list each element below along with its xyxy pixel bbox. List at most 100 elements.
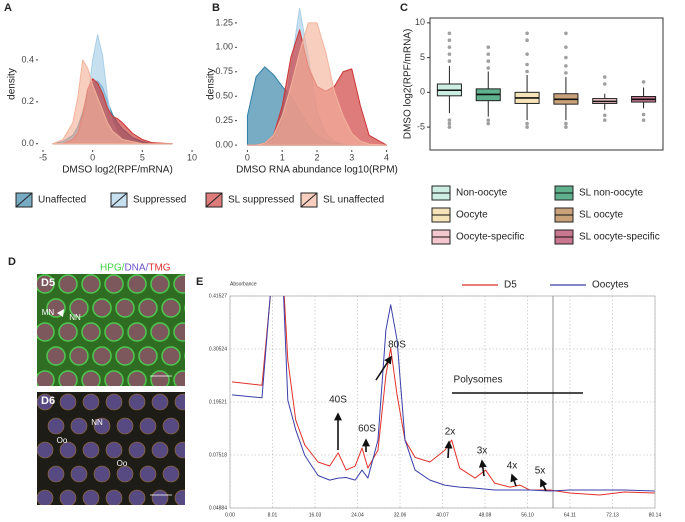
- y-tick-label: 0.4: [21, 54, 34, 64]
- y-tick-label: 10: [415, 17, 425, 27]
- outlier: [447, 121, 452, 126]
- x-tick-label: 10: [187, 152, 197, 162]
- x-axis-label: DMSO RNA abundance log10(RPM): [236, 165, 398, 176]
- panel-label: D: [8, 256, 16, 268]
- y-tick-label: 1.00: [215, 42, 233, 52]
- cell: [162, 465, 180, 483]
- x-tick-label: 8.01: [268, 512, 278, 518]
- x-tick-label: 1: [280, 152, 285, 162]
- cell: [161, 346, 181, 366]
- cell: [139, 465, 157, 483]
- cell: [37, 441, 54, 459]
- y-tick-label: 0.19521: [209, 399, 227, 405]
- outlier: [525, 38, 529, 43]
- legend-swatch-line: [110, 192, 128, 208]
- cell: [174, 393, 185, 411]
- x-tick-label: -5: [39, 152, 47, 162]
- cell: [59, 441, 77, 459]
- cell: [37, 393, 54, 411]
- cell: [150, 370, 170, 386]
- cell: [128, 393, 146, 411]
- cell: [150, 274, 170, 294]
- cell: [151, 489, 169, 505]
- x-tick-label: 0.00: [225, 512, 235, 518]
- outlier: [602, 75, 607, 79]
- cell: [151, 393, 169, 411]
- density-area: [246, 22, 388, 146]
- cell: [150, 322, 170, 342]
- annotation: 80S: [388, 340, 406, 351]
- image-label: D6: [41, 395, 55, 407]
- annotation-arrow: [540, 478, 548, 492]
- annotation: 40S: [329, 395, 347, 406]
- cell: [104, 322, 124, 342]
- outlier: [525, 69, 529, 74]
- outlier: [564, 31, 568, 36]
- cell: [105, 441, 123, 459]
- cell: [161, 298, 181, 318]
- x-tick-label: 0: [90, 152, 95, 162]
- cell: [82, 489, 100, 505]
- cell: [115, 298, 135, 318]
- annotation: 4x: [507, 461, 518, 472]
- outlier: [486, 59, 491, 63]
- cell: [184, 304, 185, 312]
- stain-label: TMG: [148, 263, 170, 274]
- y-tick-label: 0.25: [215, 115, 233, 125]
- panel-label: C: [400, 2, 408, 14]
- outlier: [486, 118, 491, 122]
- x-tick-label: 0: [245, 152, 250, 162]
- cell: [116, 417, 134, 435]
- x-axis-label: DMSO log2(RPF/mRNA): [62, 165, 173, 176]
- cell: [184, 352, 185, 360]
- outlier: [447, 45, 452, 49]
- outlier: [486, 66, 491, 70]
- cell: [82, 441, 100, 459]
- x-tick-label: 32.06: [394, 512, 407, 518]
- cell: [59, 489, 77, 505]
- x-tick-label: 40.07: [436, 512, 449, 518]
- panel-label: E: [196, 276, 203, 288]
- legend-label: SL oocyte-specific: [579, 232, 660, 243]
- cell: [47, 417, 65, 435]
- outlier: [602, 82, 607, 86]
- legend-swatch-line: [300, 192, 318, 208]
- cell: [69, 346, 89, 366]
- cell: [81, 370, 101, 386]
- cell: [46, 346, 66, 366]
- y-tick-label: 0: [420, 87, 425, 97]
- outlier: [447, 59, 452, 63]
- legend-label: SL unaffected: [323, 195, 384, 206]
- x-tick-label: 16.03: [309, 512, 322, 518]
- pointer: [57, 309, 64, 317]
- stain-label: HPG/: [100, 263, 125, 274]
- x-tick-label: 3: [349, 152, 354, 162]
- legend-label: SL suppressed: [228, 195, 294, 206]
- cell: [58, 274, 78, 294]
- density-area: [52, 59, 173, 145]
- annotation-arrow: [510, 473, 518, 487]
- cell: [104, 370, 124, 386]
- outlier: [641, 112, 646, 117]
- cell: [173, 274, 185, 294]
- cell: [37, 274, 55, 294]
- annotation-arrow: [375, 355, 392, 381]
- cell: [37, 489, 54, 505]
- x-tick-label: 56.10: [521, 512, 534, 518]
- outlier: [447, 118, 452, 122]
- outlier: [447, 31, 452, 36]
- y-tick-label: 1.25: [215, 17, 233, 27]
- cells: [37, 393, 185, 505]
- y-tick-label: 0.04884: [209, 505, 227, 511]
- y-axis-label: density: [206, 68, 217, 100]
- trace-line: [231, 296, 655, 496]
- outlier: [602, 118, 607, 122]
- outlier: [447, 52, 452, 56]
- outlier: [486, 121, 491, 126]
- x-tick-label: 72.13: [606, 512, 619, 518]
- trace-line: [231, 296, 655, 492]
- legend-label: SL oocyte: [579, 210, 624, 221]
- cell: [127, 370, 147, 386]
- x-tick-label: 5: [140, 152, 145, 162]
